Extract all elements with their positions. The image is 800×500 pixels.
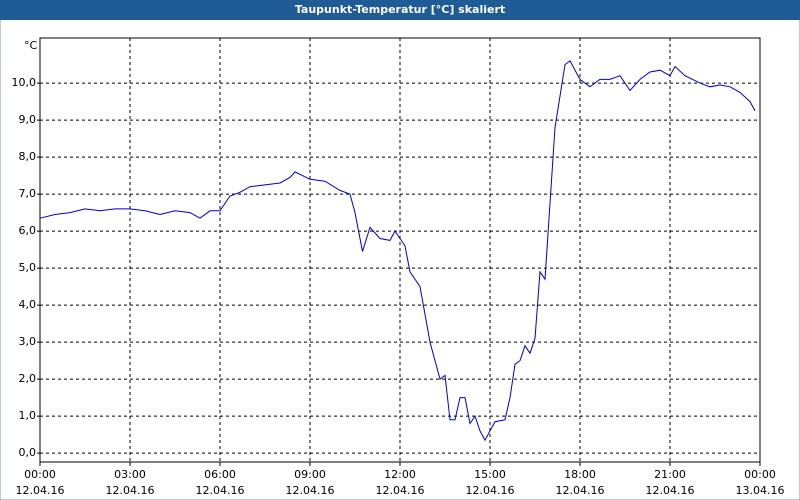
x-tick-label: 06:00 bbox=[204, 468, 236, 481]
data-line bbox=[39, 60, 756, 442]
x-tick-date: 12.04.16 bbox=[16, 484, 65, 497]
chart-title: Taupunkt-Temperatur [°C] skaliert bbox=[295, 3, 505, 16]
x-tick-date: 13.04.16 bbox=[736, 484, 785, 497]
y-tick-label: 3,0 bbox=[19, 335, 37, 348]
x-tick-date: 12.04.16 bbox=[286, 484, 335, 497]
title-bar bbox=[0, 0, 800, 20]
y-tick-label: 1,0 bbox=[19, 409, 37, 422]
y-tick-label: 2,0 bbox=[19, 372, 37, 385]
x-tick-label: 21:00 bbox=[654, 468, 686, 481]
x-tick-label: 00:00 bbox=[744, 468, 776, 481]
y-tick-label: 0,0 bbox=[19, 446, 37, 459]
y-tick-label: 10,0 bbox=[12, 76, 37, 89]
x-tick-date: 12.04.16 bbox=[196, 484, 245, 497]
x-tick-label: 15:00 bbox=[474, 468, 506, 481]
x-tick-label: 03:00 bbox=[114, 468, 146, 481]
y-tick-label: 9,0 bbox=[19, 113, 37, 126]
y-tick-label: 4,0 bbox=[19, 298, 37, 311]
y-tick-label: 5,0 bbox=[19, 261, 37, 274]
y-tick-label: 7,0 bbox=[19, 187, 37, 200]
y-axis-label: °C bbox=[24, 39, 38, 52]
y-tick-label: 8,0 bbox=[19, 150, 37, 163]
x-tick-label: 00:00 bbox=[24, 468, 56, 481]
x-tick-label: 12:00 bbox=[384, 468, 416, 481]
y-tick-label: 6,0 bbox=[19, 224, 37, 237]
x-tick-date: 12.04.16 bbox=[646, 484, 695, 497]
x-tick-date: 12.04.16 bbox=[466, 484, 515, 497]
x-tick-date: 12.04.16 bbox=[556, 484, 605, 497]
x-tick-label: 09:00 bbox=[294, 468, 326, 481]
x-tick-date: 12.04.16 bbox=[106, 484, 155, 497]
x-tick-label: 18:00 bbox=[564, 468, 596, 481]
x-tick-date: 12.04.16 bbox=[376, 484, 425, 497]
